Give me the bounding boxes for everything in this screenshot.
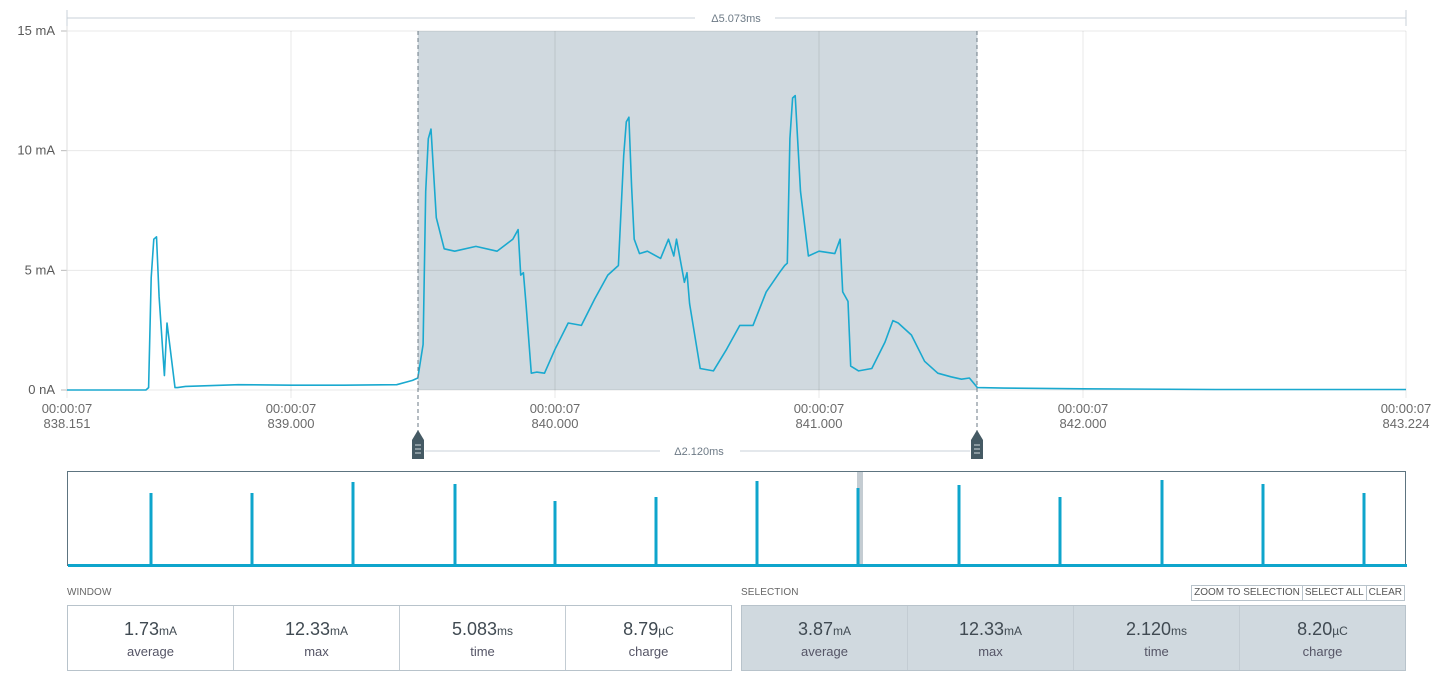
y-tick-label: 0 nA xyxy=(28,382,55,397)
window-delta-bracket: Δ5.073ms xyxy=(66,10,1407,26)
y-tick-label: 5 mA xyxy=(25,262,56,277)
selection-section-label: SELECTION xyxy=(741,587,799,598)
x-tick-label: 00:00:07 xyxy=(42,401,93,416)
window-stats: 1.73mA average 12.33mA max 5.083ms time … xyxy=(67,605,732,671)
stat-value: 3.87 xyxy=(797,618,834,639)
stat-value: 5.083 xyxy=(451,618,498,639)
selection-cursor-right[interactable] xyxy=(971,31,983,459)
stat-unit: mA xyxy=(159,623,178,638)
selection-actions: ZOOM TO SELECTION SELECT ALL CLEAR xyxy=(1191,585,1405,601)
x-axis: 00:00:07838.15100:00:07839.00000:00:0784… xyxy=(42,401,1432,431)
x-tick-label: 00:00:07 xyxy=(794,401,845,416)
x-tick-label: 00:00:07 xyxy=(1058,401,1109,416)
x-tick-label: 838.151 xyxy=(44,416,91,431)
window-stat-max: 12.33mA max xyxy=(234,606,400,670)
selection-delta-bracket: Δ2.120ms xyxy=(425,443,970,459)
y-axis: 15 mA 10 mA 5 mA 0 nA xyxy=(17,23,55,397)
stat-value: 12.33 xyxy=(284,618,331,639)
x-tick-label: 843.224 xyxy=(1383,416,1430,431)
stat-value: 2.120 xyxy=(1125,618,1172,639)
selection-cursor-left[interactable] xyxy=(412,31,424,459)
stat-name: charge xyxy=(1302,643,1343,659)
selection-stats: 3.87mA average 12.33mA max 2.120ms time … xyxy=(741,605,1406,671)
selection-stat-average: 3.87mA average xyxy=(742,606,908,670)
selection-stat-max: 12.33mA max xyxy=(908,606,1074,670)
clear-button[interactable]: CLEAR xyxy=(1365,585,1405,601)
stat-value: 1.73 xyxy=(123,618,160,639)
stat-unit: µC xyxy=(1332,623,1348,638)
x-tick-label: 840.000 xyxy=(532,416,579,431)
stat-unit: mA xyxy=(1004,623,1023,638)
stat-unit: µC xyxy=(658,623,674,638)
overview-minimap[interactable] xyxy=(67,471,1407,567)
selection-delta-label: Δ2.120ms xyxy=(674,446,724,458)
selection-stat-time: 2.120ms time xyxy=(1074,606,1240,670)
x-tick-label: 00:00:07 xyxy=(266,401,317,416)
x-tick-label: 839.000 xyxy=(268,416,315,431)
stat-name: average xyxy=(801,643,848,659)
stat-name: time xyxy=(1144,643,1169,659)
stat-value: 8.20 xyxy=(1297,618,1333,639)
x-tick-label: 842.000 xyxy=(1060,416,1107,431)
window-stat-average: 1.73mA average xyxy=(68,606,234,670)
window-delta-label: Δ5.073ms xyxy=(711,13,761,25)
current-trace xyxy=(67,94,1406,391)
stat-name: max xyxy=(978,643,1003,659)
chart-grid xyxy=(61,26,1407,398)
zoom-to-selection-button[interactable]: ZOOM TO SELECTION xyxy=(1191,585,1303,601)
stat-name: average xyxy=(127,643,174,659)
minimap-viewport-indicator[interactable] xyxy=(857,472,863,567)
window-stat-time: 5.083ms time xyxy=(400,606,566,670)
stat-value: 8.79 xyxy=(623,618,659,639)
stat-name: time xyxy=(470,643,495,659)
window-section-label: WINDOW xyxy=(67,587,112,598)
x-tick-label: 00:00:07 xyxy=(530,401,581,416)
stat-unit: mA xyxy=(330,623,349,638)
x-tick-label: 841.000 xyxy=(796,416,843,431)
stat-unit: mA xyxy=(833,623,852,638)
window-stat-charge: 8.79µC charge xyxy=(566,606,731,670)
y-tick-label: 15 mA xyxy=(17,23,55,38)
stat-unit: ms xyxy=(497,623,514,638)
stat-name: charge xyxy=(628,643,669,659)
stat-value: 12.33 xyxy=(958,618,1005,639)
y-tick-label: 10 mA xyxy=(17,143,55,158)
selection-stat-charge: 8.20µC charge xyxy=(1240,606,1405,670)
x-tick-label: 00:00:07 xyxy=(1381,401,1432,416)
selection-region[interactable] xyxy=(417,31,978,390)
stat-name: max xyxy=(304,643,329,659)
stat-unit: ms xyxy=(1171,623,1188,638)
select-all-button[interactable]: SELECT ALL xyxy=(1301,585,1367,601)
